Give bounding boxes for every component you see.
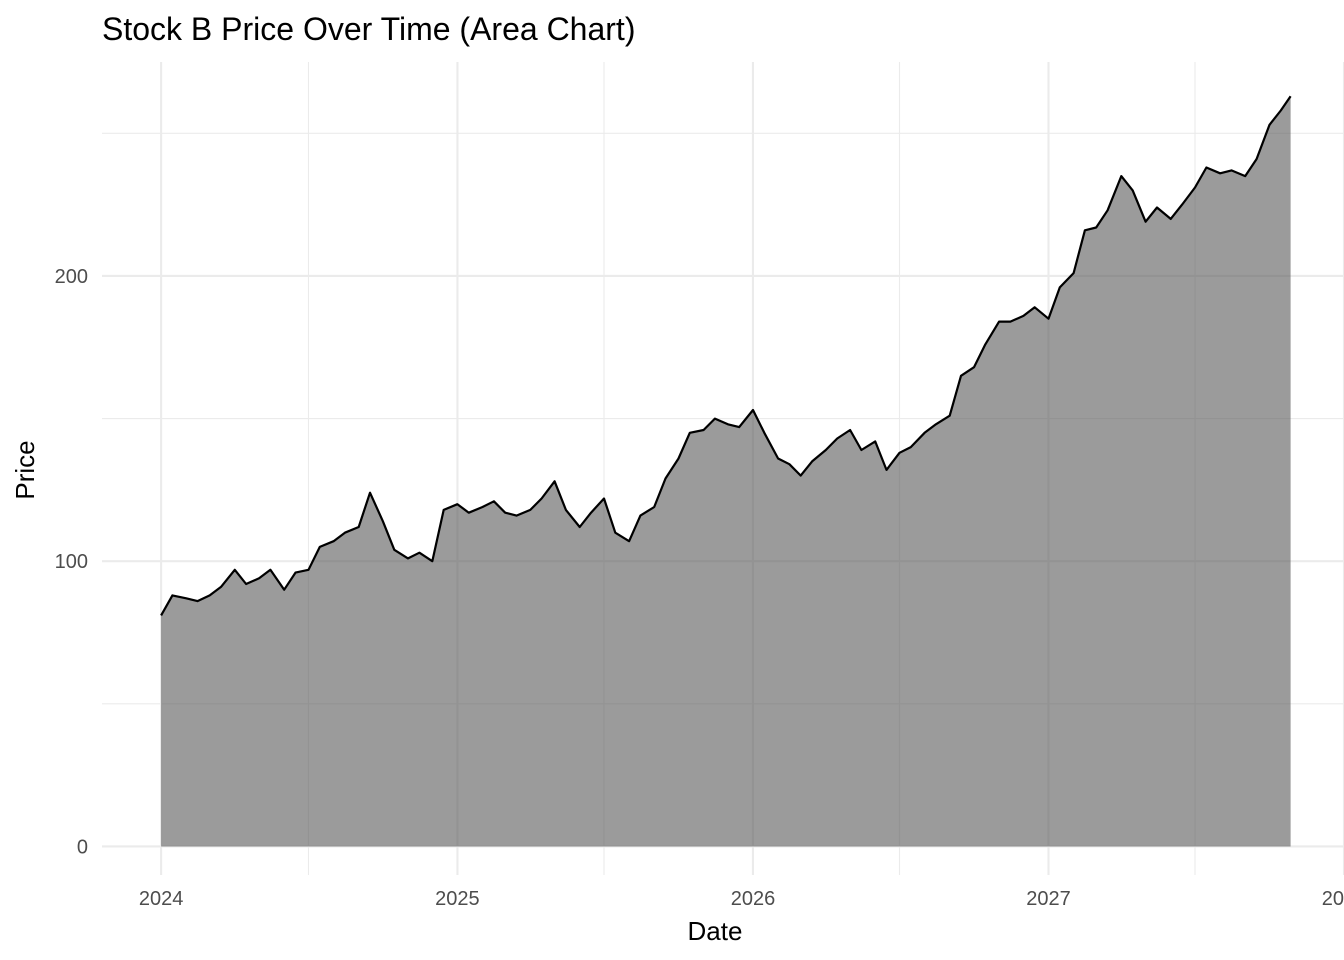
y-tick-label: 100 bbox=[55, 551, 88, 573]
x-axis-title: Date bbox=[688, 916, 743, 946]
y-tick-label: 0 bbox=[77, 836, 88, 858]
x-tick-label: 2024 bbox=[139, 888, 184, 910]
x-tick-label: 2027 bbox=[1026, 888, 1071, 910]
x-tick-label: 2028 bbox=[1322, 888, 1344, 910]
chart-title: Stock B Price Over Time (Area Chart) bbox=[102, 11, 635, 47]
x-axis-ticks: 2024 2025 2026 2027 2028 bbox=[139, 888, 1344, 910]
y-axis-ticks: 0 100 200 bbox=[55, 266, 88, 859]
x-tick-label: 2026 bbox=[731, 888, 776, 910]
price-area bbox=[161, 96, 1291, 847]
y-tick-label: 200 bbox=[55, 266, 88, 288]
y-axis-title: Price bbox=[10, 440, 40, 499]
price-line bbox=[160, 95, 1292, 616]
x-tick-label: 2025 bbox=[435, 888, 480, 910]
